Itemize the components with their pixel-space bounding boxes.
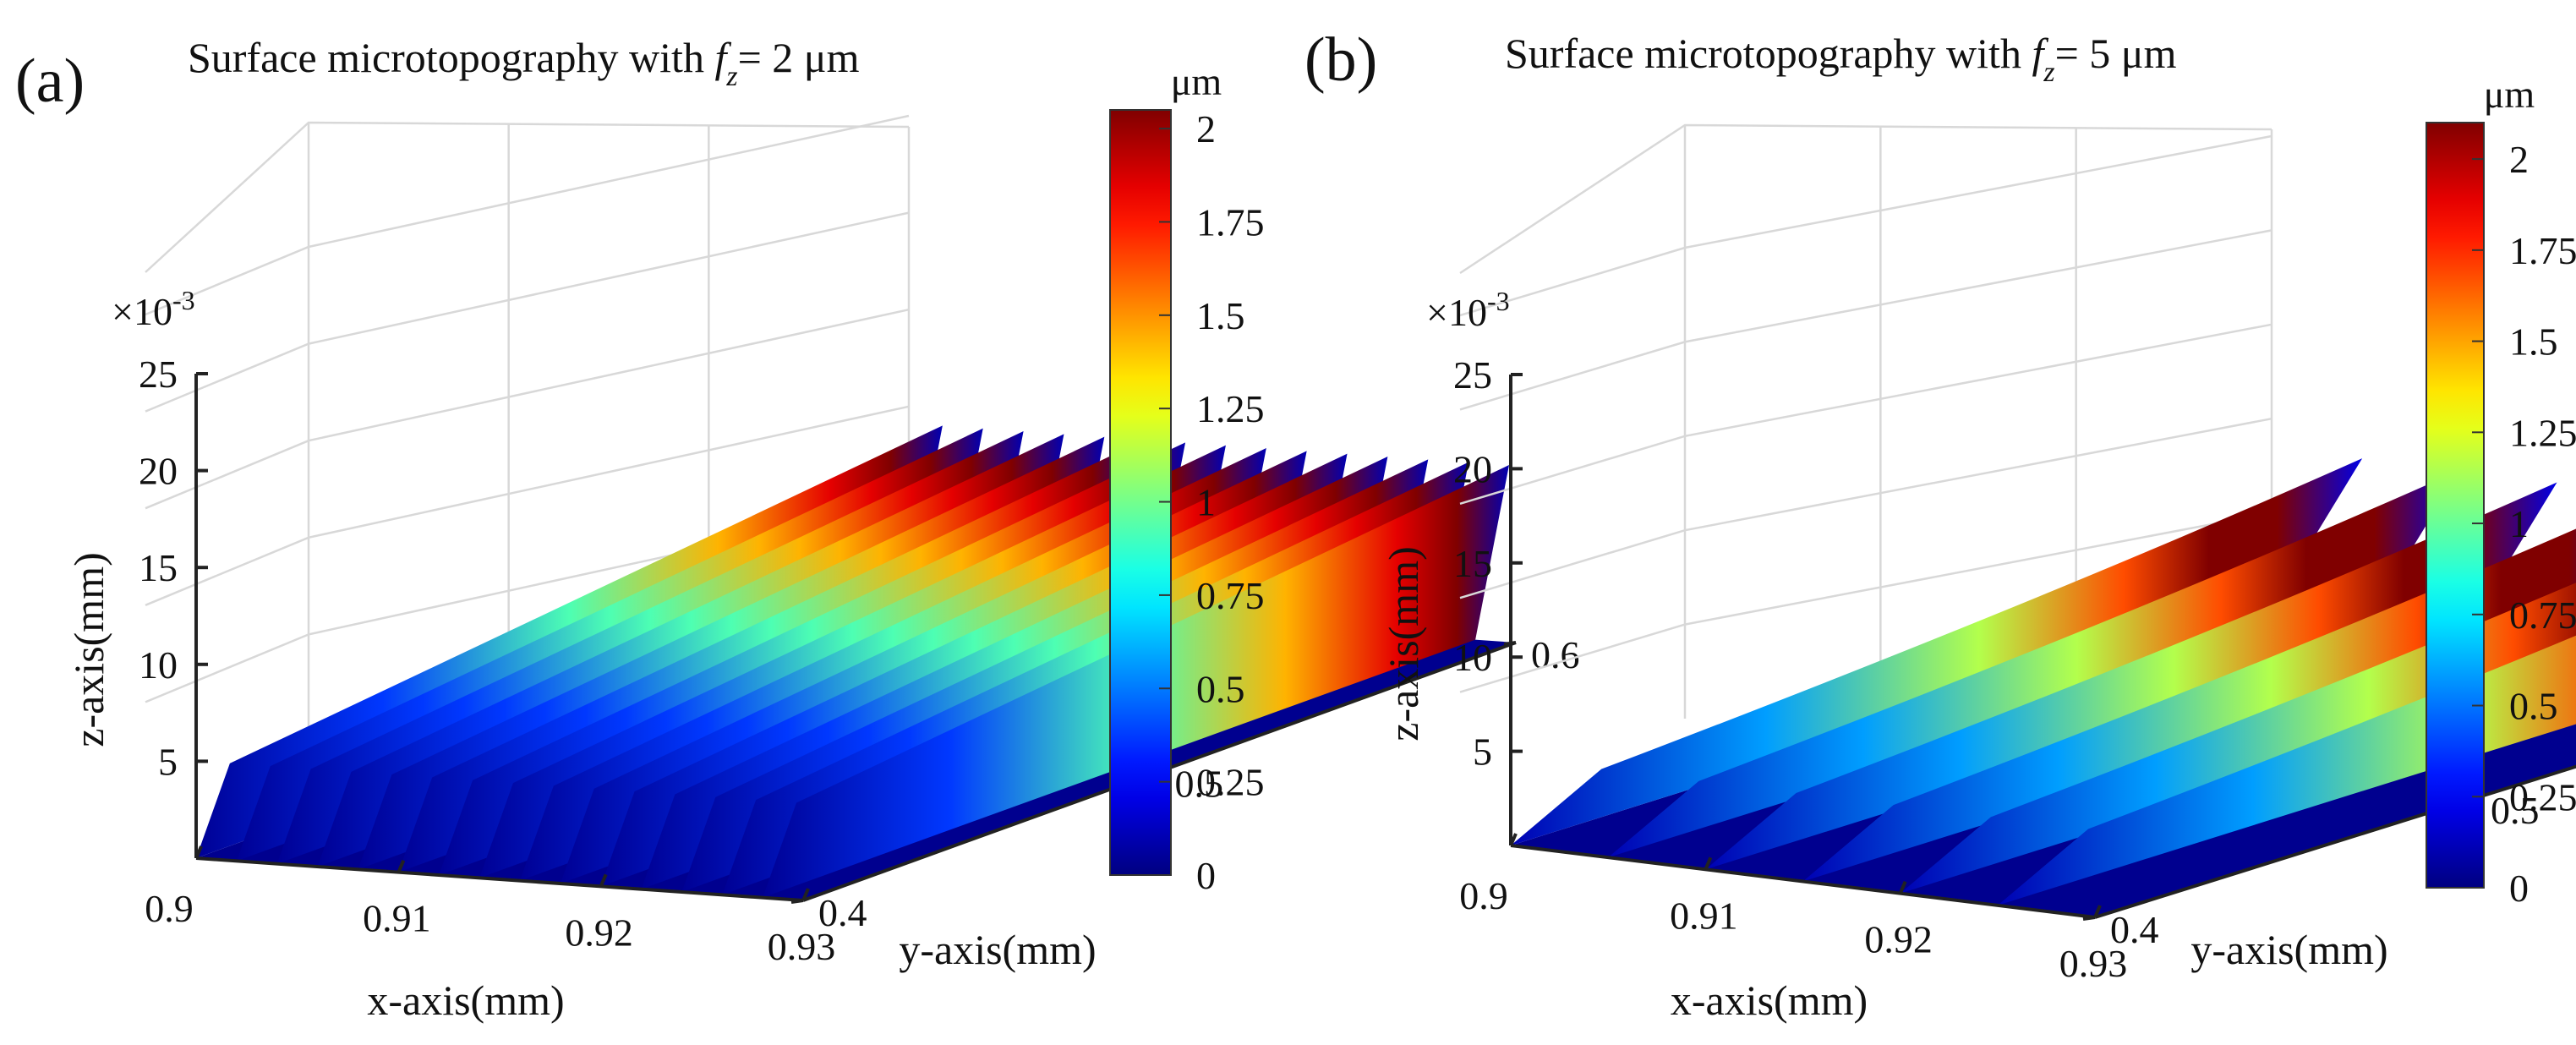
y-tick-mark [791, 900, 803, 902]
box-top-edge [1460, 125, 2272, 273]
chart-title: Surface microtopography with fz= 5 μm [1505, 30, 2177, 88]
z-tick-label: 5 [158, 740, 178, 783]
colorbar-tick-label: 0 [2509, 867, 2529, 910]
colorbar-unit: μm [2484, 73, 2535, 116]
y-axis-label: y-axis(mm) [899, 926, 1096, 973]
x-tick-label: 0.92 [565, 911, 633, 954]
z-tick-label: 20 [1453, 447, 1492, 490]
z-tick-label: 15 [139, 546, 178, 589]
y-tick-mark [2083, 917, 2095, 919]
colorbar-tick-label: 0.25 [1196, 761, 1265, 804]
z-gridline [1460, 325, 2272, 504]
colorbar-tick-label: 0.75 [2509, 594, 2576, 637]
x-tick-label: 0.9 [145, 887, 194, 930]
z-exponent-base: ×10 [112, 290, 172, 333]
colorbar-tick-label: 1.25 [2509, 411, 2576, 454]
colorbar-tick-label: 1.5 [2509, 320, 2558, 364]
z-tick-label: 25 [1453, 353, 1492, 397]
panel-label: (a) [15, 47, 85, 116]
colorbar-tick-label: 0 [1196, 854, 1216, 897]
x-tick-label: 0.9 [1459, 874, 1508, 917]
colorbar-gradient [2426, 123, 2484, 888]
colorbar-tick-label: 1.5 [1196, 294, 1245, 337]
z-exponent-label: ×10-3 [1426, 286, 1510, 334]
title-suffix: = 2 μm [738, 34, 860, 81]
panel-label: (b) [1304, 25, 1377, 95]
title-suffix: = 5 μm [2055, 30, 2177, 77]
z-gridline [145, 116, 909, 315]
colorbar-tick-label: 2 [2509, 138, 2529, 181]
y-tick-label: 0.6 [1531, 633, 1580, 676]
z-exponent-label: ×10-3 [112, 285, 195, 333]
z-exponent-power: -3 [172, 285, 195, 315]
colorbar-tick-label: 0.75 [1196, 574, 1265, 617]
x-axis-label: x-axis(mm) [367, 977, 564, 1024]
colorbar-gradient [1110, 110, 1171, 875]
colorbar-tick-label: 2 [1196, 107, 1216, 150]
z-tick-label: 5 [1473, 730, 1492, 774]
title-prefix: Surface microtopography with [188, 34, 714, 81]
colorbar-tick-label: 1.25 [1196, 387, 1265, 430]
z-axis-label: z-axis(mm) [1380, 546, 1427, 741]
x-tick-label: 0.91 [1670, 894, 1738, 937]
z-tick-label: 20 [139, 450, 178, 493]
z-tick-label: 10 [139, 643, 178, 687]
y-axis-label: y-axis(mm) [2190, 926, 2387, 973]
colorbar-unit: μm [1171, 60, 1222, 103]
z-gridline [145, 213, 909, 412]
panel-a: (a) Surface microtopography with fz= 2 μm… [15, 34, 1580, 1024]
title-subscript: z [725, 61, 737, 92]
title-subscript: z [2043, 57, 2054, 88]
x-axis-label: x-axis(mm) [1671, 977, 1868, 1024]
colorbar-tick-label: 1.75 [2509, 229, 2576, 272]
title-prefix: Surface microtopography with [1505, 30, 2032, 77]
x-tick-label: 0.92 [1864, 918, 1933, 961]
z-exponent-power: -3 [1487, 286, 1510, 316]
chart-title: Surface microtopography with fz= 2 μm [188, 34, 860, 92]
colorbar [2426, 123, 2484, 888]
surface [196, 425, 1516, 900]
z-tick-label: 10 [1453, 636, 1492, 679]
colorbar [1110, 110, 1171, 875]
y-tick-label: 0.4 [2110, 908, 2159, 951]
z-exponent-base: ×10 [1426, 291, 1487, 334]
z-axis-label: z-axis(mm) [65, 552, 112, 747]
colorbar-tick-label: 0.25 [2509, 775, 2576, 818]
y-tick-label: 0.4 [818, 891, 867, 934]
surface [1511, 458, 2576, 917]
colorbar-tick-label: 1.75 [1196, 200, 1265, 243]
z-gridline [1460, 136, 2272, 315]
colorbar-tick-label: 1 [2509, 502, 2529, 545]
z-tick-label: 25 [139, 353, 178, 396]
colorbar-tick-label: 0.5 [1196, 667, 1245, 710]
z-gridline [1460, 230, 2272, 409]
z-tick-label: 15 [1453, 542, 1492, 585]
box-top-edge [145, 123, 909, 272]
z-gridline [145, 309, 909, 508]
colorbar-tick-label: 1 [1196, 481, 1216, 524]
x-tick-label: 0.91 [363, 897, 431, 940]
colorbar-tick-label: 0.5 [2509, 685, 2558, 728]
